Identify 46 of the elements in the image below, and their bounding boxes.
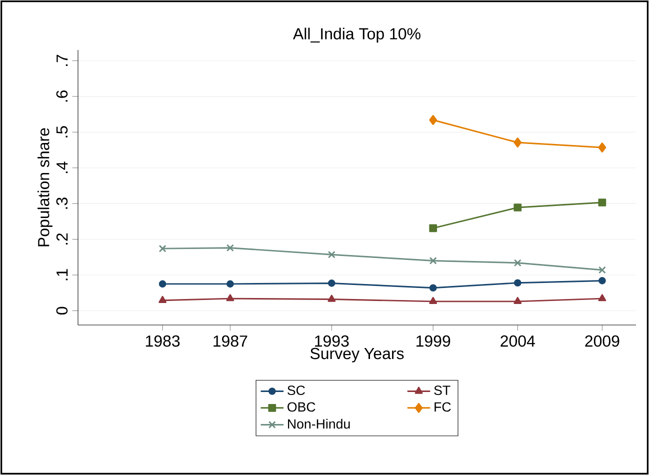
chart-title: All_India Top 10%: [292, 28, 420, 43]
point: [514, 204, 522, 212]
x-tick-label: 2004: [500, 335, 535, 347]
point: [158, 244, 166, 252]
y-tick-label: .7: [56, 54, 68, 66]
point: [598, 277, 606, 284]
point: [328, 280, 336, 287]
x-tick-label: 1999: [416, 335, 450, 347]
legend-label: FC: [434, 402, 451, 412]
point: [328, 250, 336, 258]
point: [598, 266, 606, 274]
point: [328, 294, 336, 302]
point: [598, 198, 606, 206]
point: [158, 280, 166, 288]
y-tick-label: .5: [56, 126, 68, 138]
point: [429, 284, 437, 292]
point: [514, 259, 522, 267]
x-tick-label: 1993: [315, 335, 349, 347]
y-tick-label: .6: [56, 90, 68, 102]
y-axis-title: Population share: [38, 128, 52, 246]
x-tick-label: 2009: [585, 335, 620, 347]
legend-label: OBC: [288, 402, 316, 412]
point: [429, 256, 437, 264]
legend-label: SC: [288, 386, 305, 396]
point: [158, 296, 167, 303]
point: [429, 115, 438, 125]
y-tick-label: .2: [56, 233, 68, 244]
point: [514, 138, 522, 148]
point: [598, 294, 606, 302]
x-tick-label: 1987: [214, 335, 248, 347]
y-tick-label: .4: [56, 162, 68, 174]
x-tick-label: 1983: [146, 335, 180, 347]
x-axis-title: Survey Years: [310, 348, 404, 362]
y-tick-label: 0: [56, 306, 68, 315]
legend-label: Non-Hindu: [288, 418, 350, 429]
point: [226, 294, 234, 302]
point: [226, 244, 234, 252]
point: [514, 296, 522, 304]
y-tick-label: .3: [56, 198, 68, 209]
y-tick-label: .1: [56, 269, 68, 280]
point: [226, 280, 234, 288]
point: [429, 296, 438, 304]
point: [429, 224, 438, 232]
legend-label: ST: [434, 386, 450, 396]
point: [598, 142, 606, 153]
point: [514, 279, 522, 287]
